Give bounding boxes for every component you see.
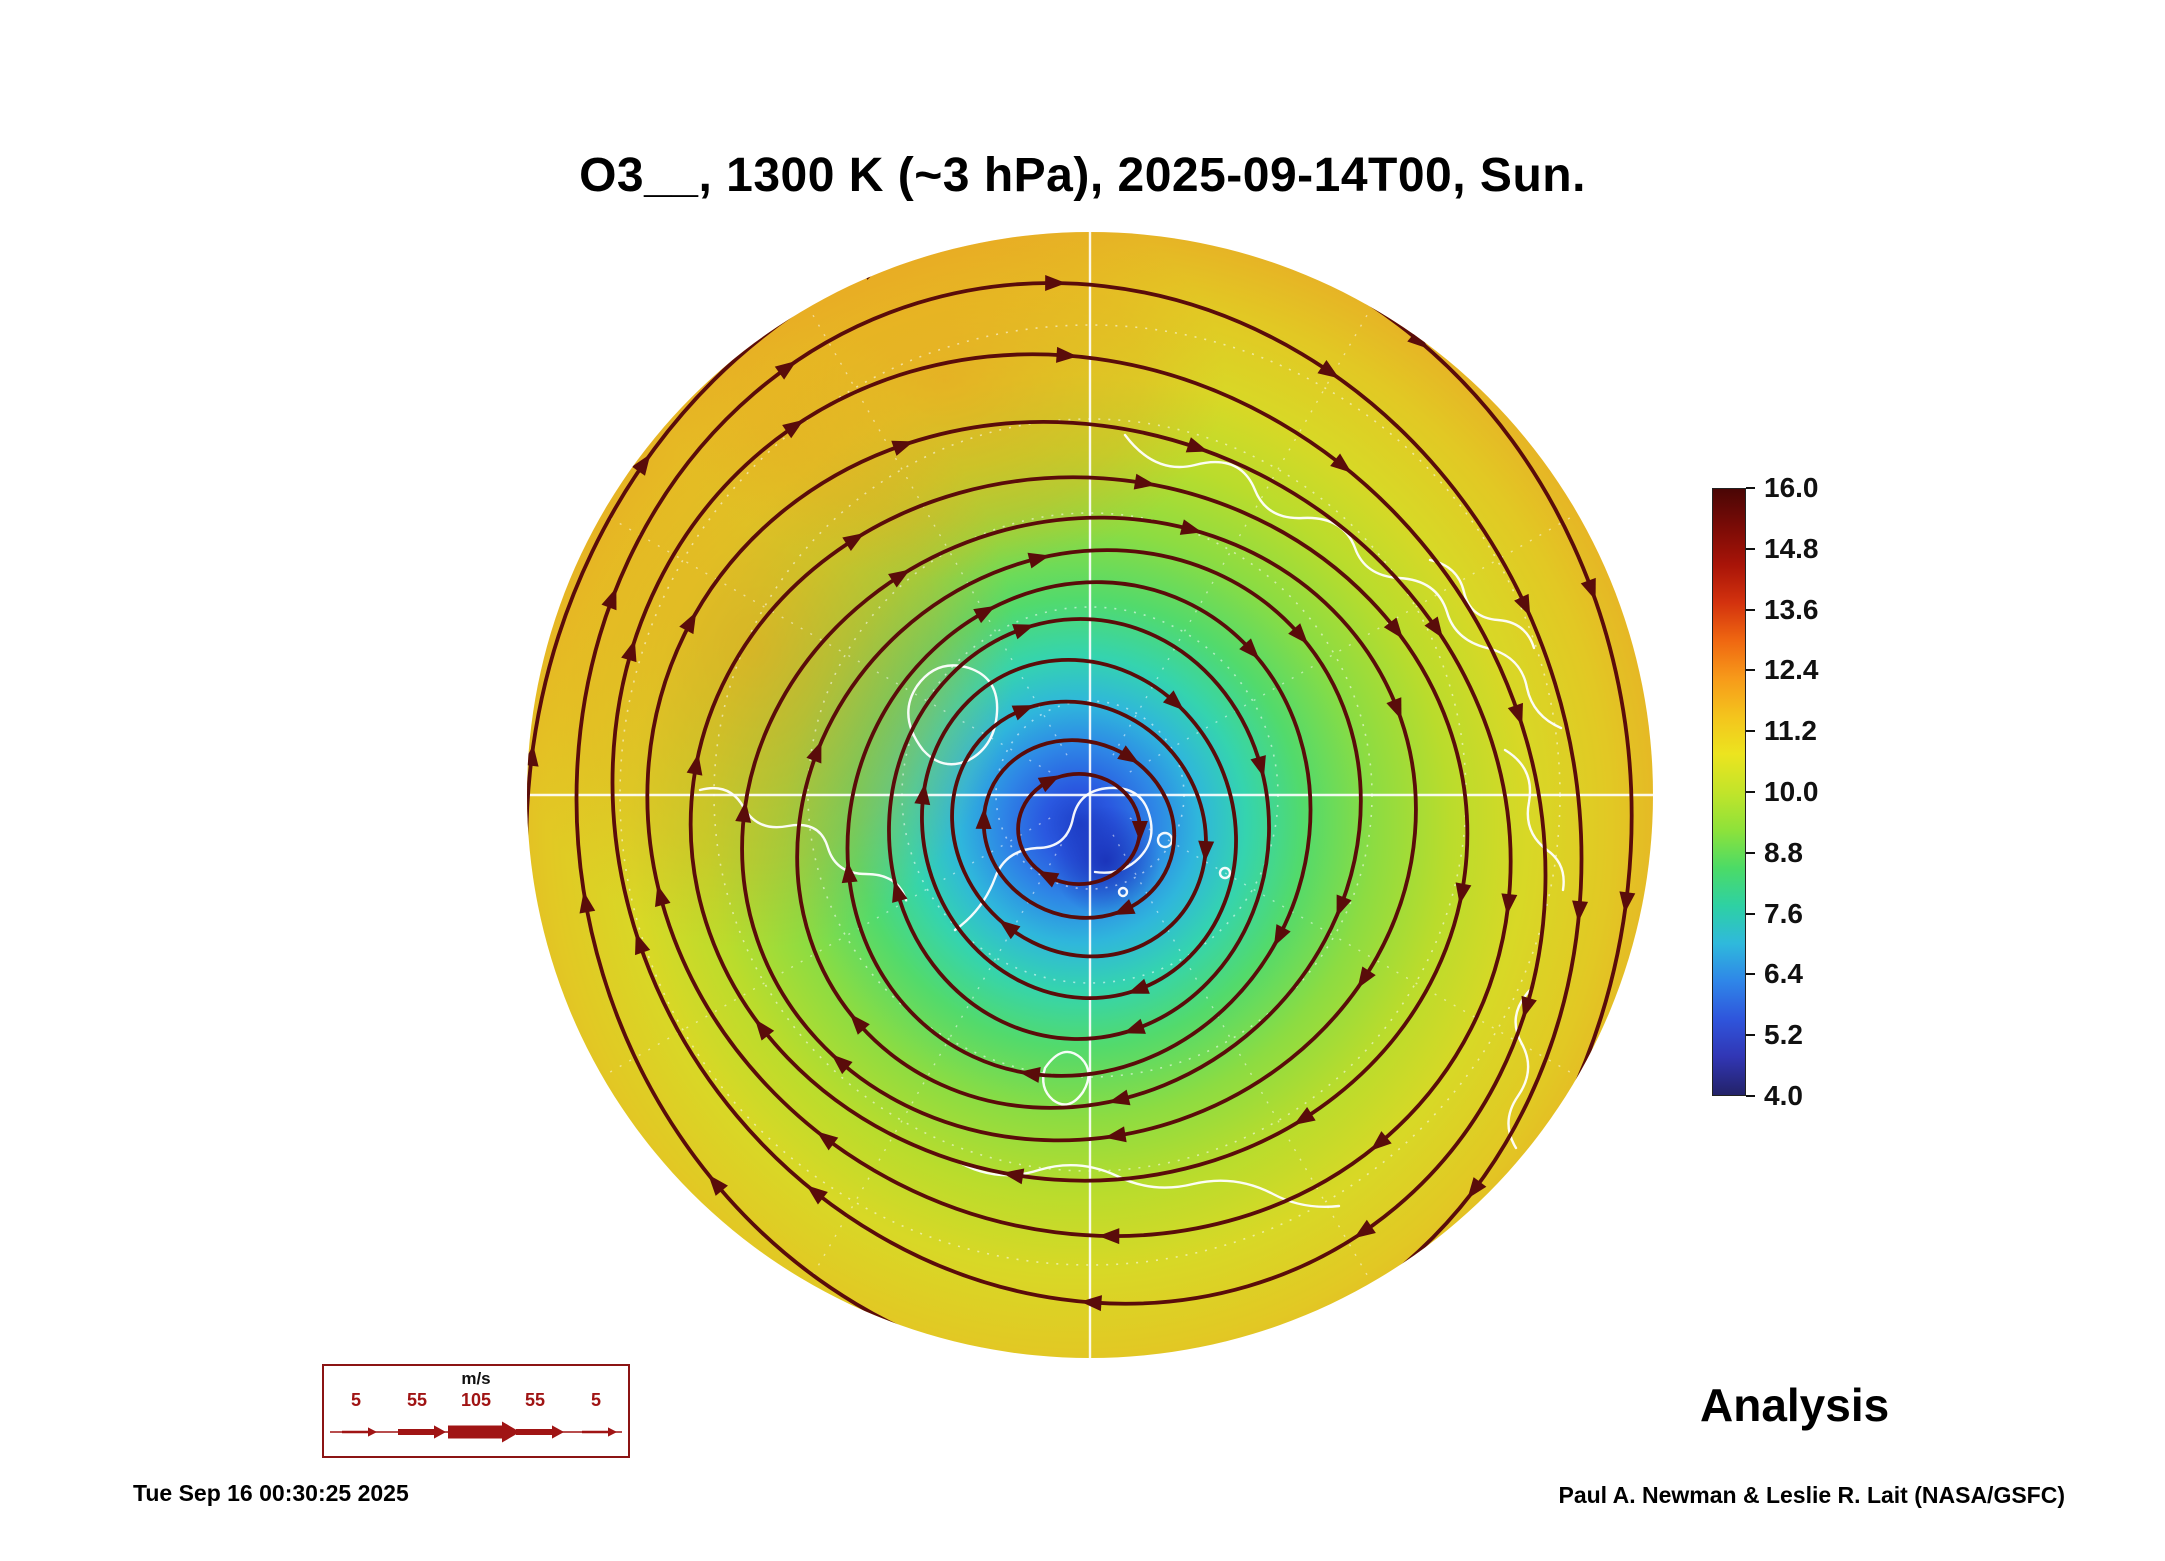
figure-title: O3__, 1300 K (~3 hPa), 2025-09-14T00, Su… — [579, 149, 1586, 202]
wind-speed-legend: m/s5 55 105 55 5 — [322, 1364, 630, 1458]
coastline-europe-south — [953, 1158, 1341, 1208]
coastlines — [698, 433, 1565, 1208]
colorbar-gradient — [1712, 488, 1746, 1096]
wind-legend-units: m/s — [461, 1369, 490, 1388]
coastline-alaska — [1428, 558, 1536, 650]
colorbar-tick-label: 13.6 — [1764, 593, 1819, 625]
polar-map — [527, 232, 1653, 1358]
coastline-east-lower — [1507, 988, 1532, 1150]
coastline-island-2 — [1218, 866, 1232, 880]
colorbar-tick-mark — [1746, 547, 1755, 550]
colorbar-tick-mark — [1746, 608, 1755, 611]
colorbar-tick-label: 11.2 — [1764, 715, 1817, 747]
coastline-britain — [1042, 1050, 1090, 1106]
colorbar-ticks: 16.0 14.8 13.6 12.4 11.2 10.0 8.8 7.6 6.4 5.2 4.0 — [1712, 472, 2042, 1111]
wind-legend-value: 5 — [591, 1390, 601, 1410]
colorbar-tick-mark — [1746, 730, 1755, 733]
wind-legend-value: 5 — [351, 1390, 361, 1410]
colorbar-tick-mark — [1746, 851, 1755, 854]
wind-legend-value: 55 — [525, 1390, 545, 1410]
colorbar: 16.0 14.8 13.6 12.4 11.2 10.0 8.8 7.6 6.4 5.2 4.0 — [1712, 472, 2042, 1111]
colorbar-tick-label: 4.0 — [1764, 1080, 1803, 1111]
coastline-siberia — [1123, 433, 1563, 730]
colorbar-tick-label: 6.4 — [1764, 958, 1803, 990]
colorbar-tick-mark — [1746, 1034, 1755, 1037]
coastline-island-3 — [1117, 886, 1129, 898]
colorbar-tick-mark — [1746, 669, 1755, 672]
colorbar-tick-mark — [1746, 973, 1755, 976]
colorbar-tick-mark — [1746, 912, 1755, 915]
wind-legend-value: 105 — [461, 1390, 491, 1410]
credit-line: Paul A. Newman & Leslie R. Lait (NASA/GS… — [1558, 1482, 2065, 1508]
colorbar-tick-mark — [1746, 791, 1755, 793]
colorbar-tick-label: 12.4 — [1764, 654, 1819, 686]
colorbar-tick-label: 16.0 — [1764, 472, 1819, 503]
coastline-kamchatka — [1503, 748, 1565, 892]
analysis-label: Analysis — [1700, 1379, 1890, 1431]
colorbar-tick-mark — [1746, 1095, 1755, 1097]
colorbar-tick-label: 7.6 — [1764, 897, 1803, 929]
coastline-scandinavia — [953, 786, 1153, 932]
colorbar-tick-label: 8.8 — [1764, 836, 1803, 868]
colorbar-tick-label: 5.2 — [1764, 1019, 1803, 1051]
colorbar-tick-label: 10.0 — [1764, 776, 1819, 807]
colorbar-tick-mark — [1746, 487, 1755, 489]
coastline-west — [698, 786, 908, 902]
colorbar-tick-label: 14.8 — [1764, 532, 1819, 564]
vortex-core-spot — [1051, 806, 1161, 916]
coastline-island-1 — [1156, 831, 1174, 849]
wind-legend-value: 55 — [407, 1390, 427, 1410]
creation-timestamp: Tue Sep 16 00:30:25 2025 — [133, 1480, 409, 1506]
